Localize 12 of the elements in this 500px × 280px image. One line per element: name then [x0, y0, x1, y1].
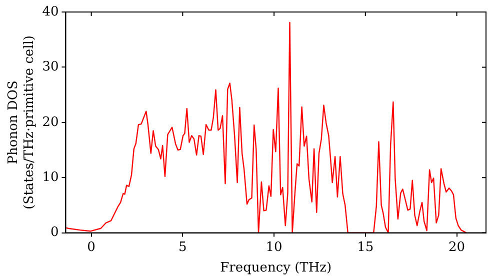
y-tick-label: 20 — [42, 114, 59, 130]
x-tick-label: 5 — [178, 240, 187, 255]
x-tick-label: 20 — [448, 240, 466, 255]
x-tick-label: 15 — [357, 240, 374, 255]
x-tick-label: 10 — [266, 240, 282, 255]
y-tick-label: 30 — [42, 60, 59, 75]
x-axis-title: Frequency (THz) — [220, 260, 332, 276]
y-tick-label: 10 — [42, 170, 59, 185]
x-tick-label: 0 — [87, 240, 96, 255]
y-tick-label: 40 — [42, 4, 59, 20]
y-axis-title: Phonon DOS (States/THz·primitive cell) — [6, 35, 37, 210]
y-tick-label: 0 — [50, 225, 59, 240]
